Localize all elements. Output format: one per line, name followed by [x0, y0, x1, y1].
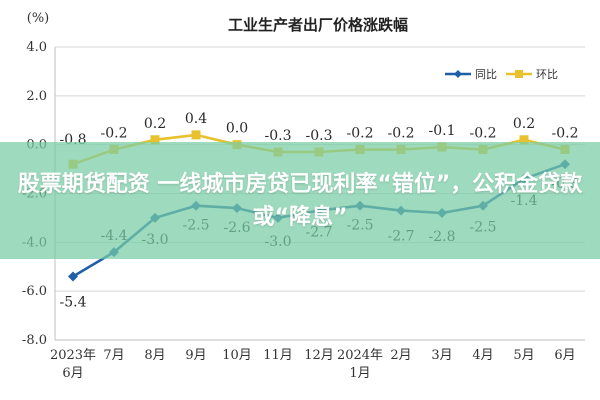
- x-tick-label: 11月: [263, 348, 293, 363]
- y-tick-label: -8.0: [22, 333, 47, 348]
- data-label: -0.3: [265, 128, 292, 144]
- headline-text: 股票期货配资 一线城市房贷已现利率“错位”，公积金贷款或“降息”: [17, 171, 583, 230]
- x-tick-label: 1月: [349, 366, 370, 381]
- x-tick-label: 6月: [62, 366, 83, 381]
- x-tick-label: 9月: [185, 348, 206, 363]
- y-tick-label: -6.0: [22, 284, 47, 299]
- data-label: 0.4: [185, 111, 207, 127]
- data-label: 0.0: [226, 121, 248, 137]
- data-label: -0.2: [388, 126, 415, 142]
- data-label: -0.2: [347, 126, 374, 142]
- x-tick-label: 8月: [144, 348, 165, 363]
- chart-title: 工业生产者出厂价格涨跌幅: [228, 16, 408, 34]
- y-tick-label: 2.0: [26, 89, 47, 104]
- x-tick-label: 2月: [390, 348, 411, 363]
- x-tick-label: 2023年: [50, 348, 96, 363]
- data-point: [150, 135, 160, 145]
- data-label: -0.3: [306, 128, 333, 144]
- legend-marker: [454, 70, 462, 78]
- data-label: -0.2: [552, 126, 579, 142]
- x-tick-label: 4月: [472, 348, 493, 363]
- headline-banner: 股票期货配资 一线城市房贷已现利率“错位”，公积金贷款或“降息”: [0, 142, 600, 259]
- data-label: -0.2: [470, 126, 497, 142]
- data-label: -5.4: [60, 295, 87, 311]
- data-point: [519, 135, 529, 145]
- y-axis-unit-label: (%): [27, 11, 50, 26]
- data-label: 0.2: [513, 116, 535, 132]
- x-tick-label: 12月: [304, 348, 334, 363]
- x-tick-label: 10月: [222, 348, 252, 363]
- legend-marker: [515, 70, 523, 78]
- legend-label: 环比: [536, 68, 558, 81]
- x-tick-label: 2024年: [337, 348, 383, 363]
- x-tick-label: 3月: [431, 348, 452, 363]
- data-label: 0.2: [144, 116, 166, 132]
- x-tick-label: 5月: [513, 348, 534, 363]
- data-label: -0.1: [429, 123, 456, 139]
- data-point: [191, 130, 201, 140]
- legend-label: 同比: [475, 68, 497, 81]
- y-tick-label: 4.0: [26, 40, 47, 55]
- legend: 同比 环比: [445, 68, 558, 81]
- data-point: [68, 271, 78, 282]
- x-tick-label: 6月: [554, 348, 575, 363]
- data-label: -0.2: [101, 126, 128, 142]
- x-tick-label: 7月: [103, 348, 124, 363]
